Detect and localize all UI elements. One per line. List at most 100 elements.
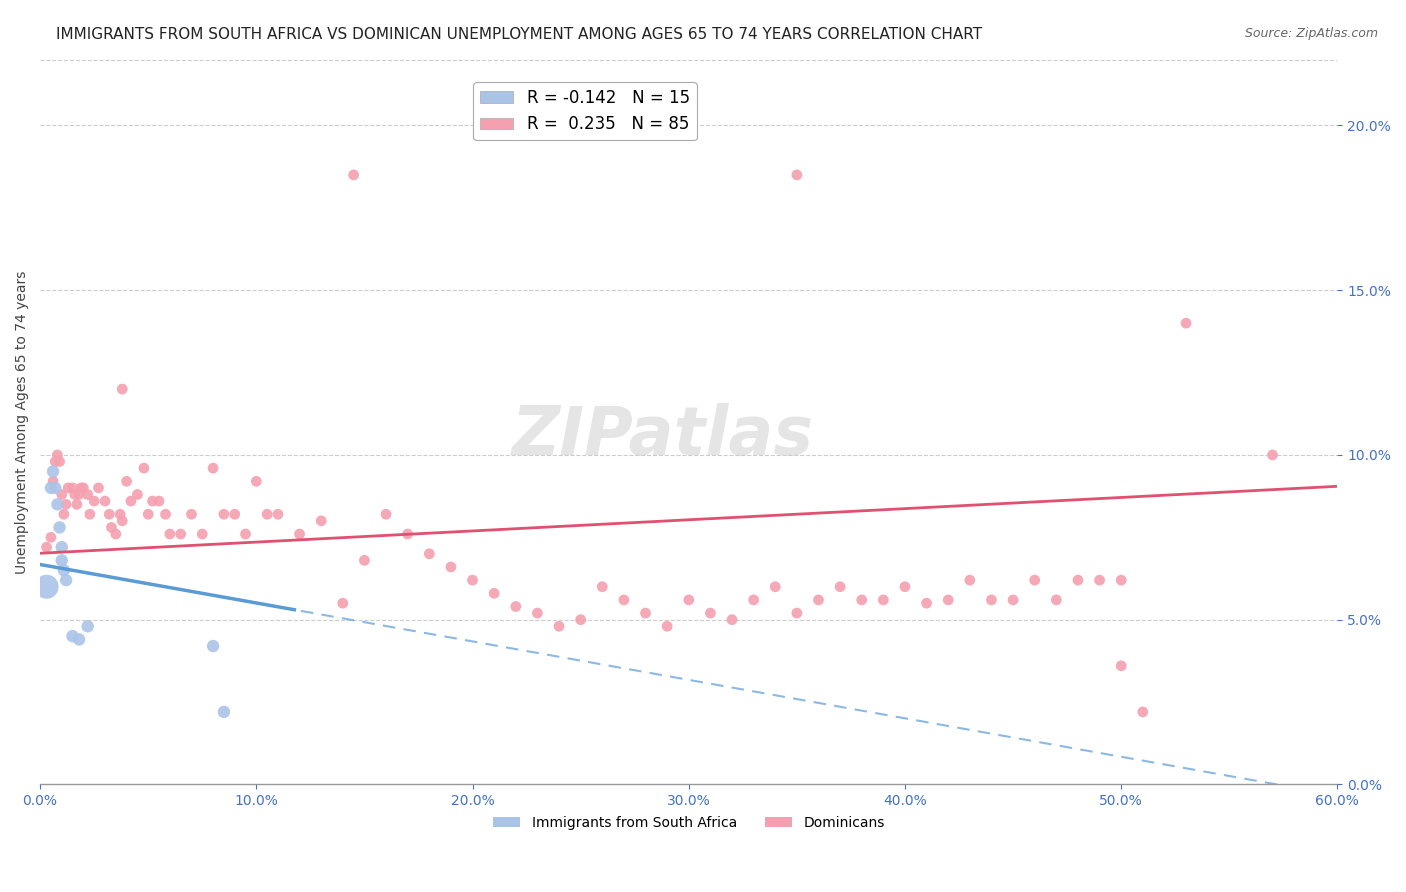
Point — [66, 497, 89, 511]
Point — [915, 596, 938, 610]
Point — [58, 481, 80, 495]
Point — [332, 596, 354, 610]
Point — [79, 508, 101, 522]
Point — [169, 527, 191, 541]
Point — [1067, 573, 1090, 587]
Point — [288, 527, 311, 541]
Point — [569, 613, 592, 627]
Point — [959, 573, 981, 587]
Point — [1175, 316, 1198, 330]
Point — [141, 494, 163, 508]
Point — [786, 168, 808, 182]
Point — [980, 593, 1002, 607]
Point — [1261, 448, 1284, 462]
Point — [55, 573, 77, 587]
Point — [418, 547, 440, 561]
Point — [35, 540, 58, 554]
Point — [44, 454, 66, 468]
Point — [48, 454, 70, 468]
Point — [180, 508, 202, 522]
Point — [111, 382, 134, 396]
Point — [526, 606, 548, 620]
Point — [76, 487, 98, 501]
Point — [115, 475, 138, 489]
Point — [83, 494, 105, 508]
Point — [613, 593, 636, 607]
Point — [396, 527, 419, 541]
Point — [309, 514, 332, 528]
Point — [1109, 658, 1132, 673]
Point — [72, 481, 94, 495]
Point — [67, 632, 90, 647]
Text: Source: ZipAtlas.com: Source: ZipAtlas.com — [1244, 27, 1378, 40]
Point — [98, 508, 121, 522]
Point — [1088, 573, 1111, 587]
Point — [127, 487, 149, 501]
Point — [894, 580, 917, 594]
Point — [39, 530, 62, 544]
Point — [212, 508, 235, 522]
Point — [1024, 573, 1046, 587]
Point — [742, 593, 765, 607]
Point — [35, 580, 58, 594]
Point — [1109, 573, 1132, 587]
Point — [245, 475, 267, 489]
Point — [108, 508, 131, 522]
Point — [52, 563, 75, 577]
Point — [51, 487, 73, 501]
Y-axis label: Unemployment Among Ages 65 to 74 years: Unemployment Among Ages 65 to 74 years — [15, 270, 30, 574]
Point — [104, 527, 127, 541]
Point — [224, 508, 246, 522]
Point — [202, 639, 225, 653]
Point — [634, 606, 657, 620]
Point — [212, 705, 235, 719]
Point — [39, 481, 62, 495]
Point — [87, 481, 110, 495]
Point — [44, 481, 66, 495]
Point — [678, 593, 700, 607]
Point — [67, 487, 90, 501]
Point — [699, 606, 721, 620]
Point — [721, 613, 744, 627]
Point — [343, 168, 366, 182]
Point — [46, 497, 69, 511]
Point — [94, 494, 117, 508]
Point — [51, 553, 73, 567]
Point — [48, 520, 70, 534]
Point — [763, 580, 786, 594]
Point — [1002, 593, 1025, 607]
Point — [136, 508, 159, 522]
Text: IMMIGRANTS FROM SOUTH AFRICA VS DOMINICAN UNEMPLOYMENT AMONG AGES 65 TO 74 YEARS: IMMIGRANTS FROM SOUTH AFRICA VS DOMINICA… — [56, 27, 983, 42]
Point — [235, 527, 257, 541]
Point — [111, 514, 134, 528]
Point — [786, 606, 808, 620]
Point — [52, 508, 75, 522]
Point — [76, 619, 98, 633]
Point — [830, 580, 852, 594]
Point — [42, 475, 65, 489]
Point — [55, 497, 77, 511]
Point — [267, 508, 290, 522]
Point — [807, 593, 830, 607]
Point — [872, 593, 894, 607]
Point — [51, 540, 73, 554]
Point — [256, 508, 278, 522]
Point — [155, 508, 177, 522]
Point — [191, 527, 214, 541]
Text: ZIPatlas: ZIPatlas — [512, 403, 814, 469]
Point — [159, 527, 181, 541]
Point — [70, 481, 93, 495]
Point — [440, 560, 463, 574]
Point — [202, 461, 225, 475]
Point — [1132, 705, 1154, 719]
Point — [132, 461, 155, 475]
Point — [148, 494, 170, 508]
Point — [42, 464, 65, 478]
Point — [461, 573, 484, 587]
Point — [655, 619, 678, 633]
Point — [505, 599, 527, 614]
Point — [1045, 593, 1067, 607]
Point — [548, 619, 571, 633]
Point — [591, 580, 613, 594]
Point — [851, 593, 873, 607]
